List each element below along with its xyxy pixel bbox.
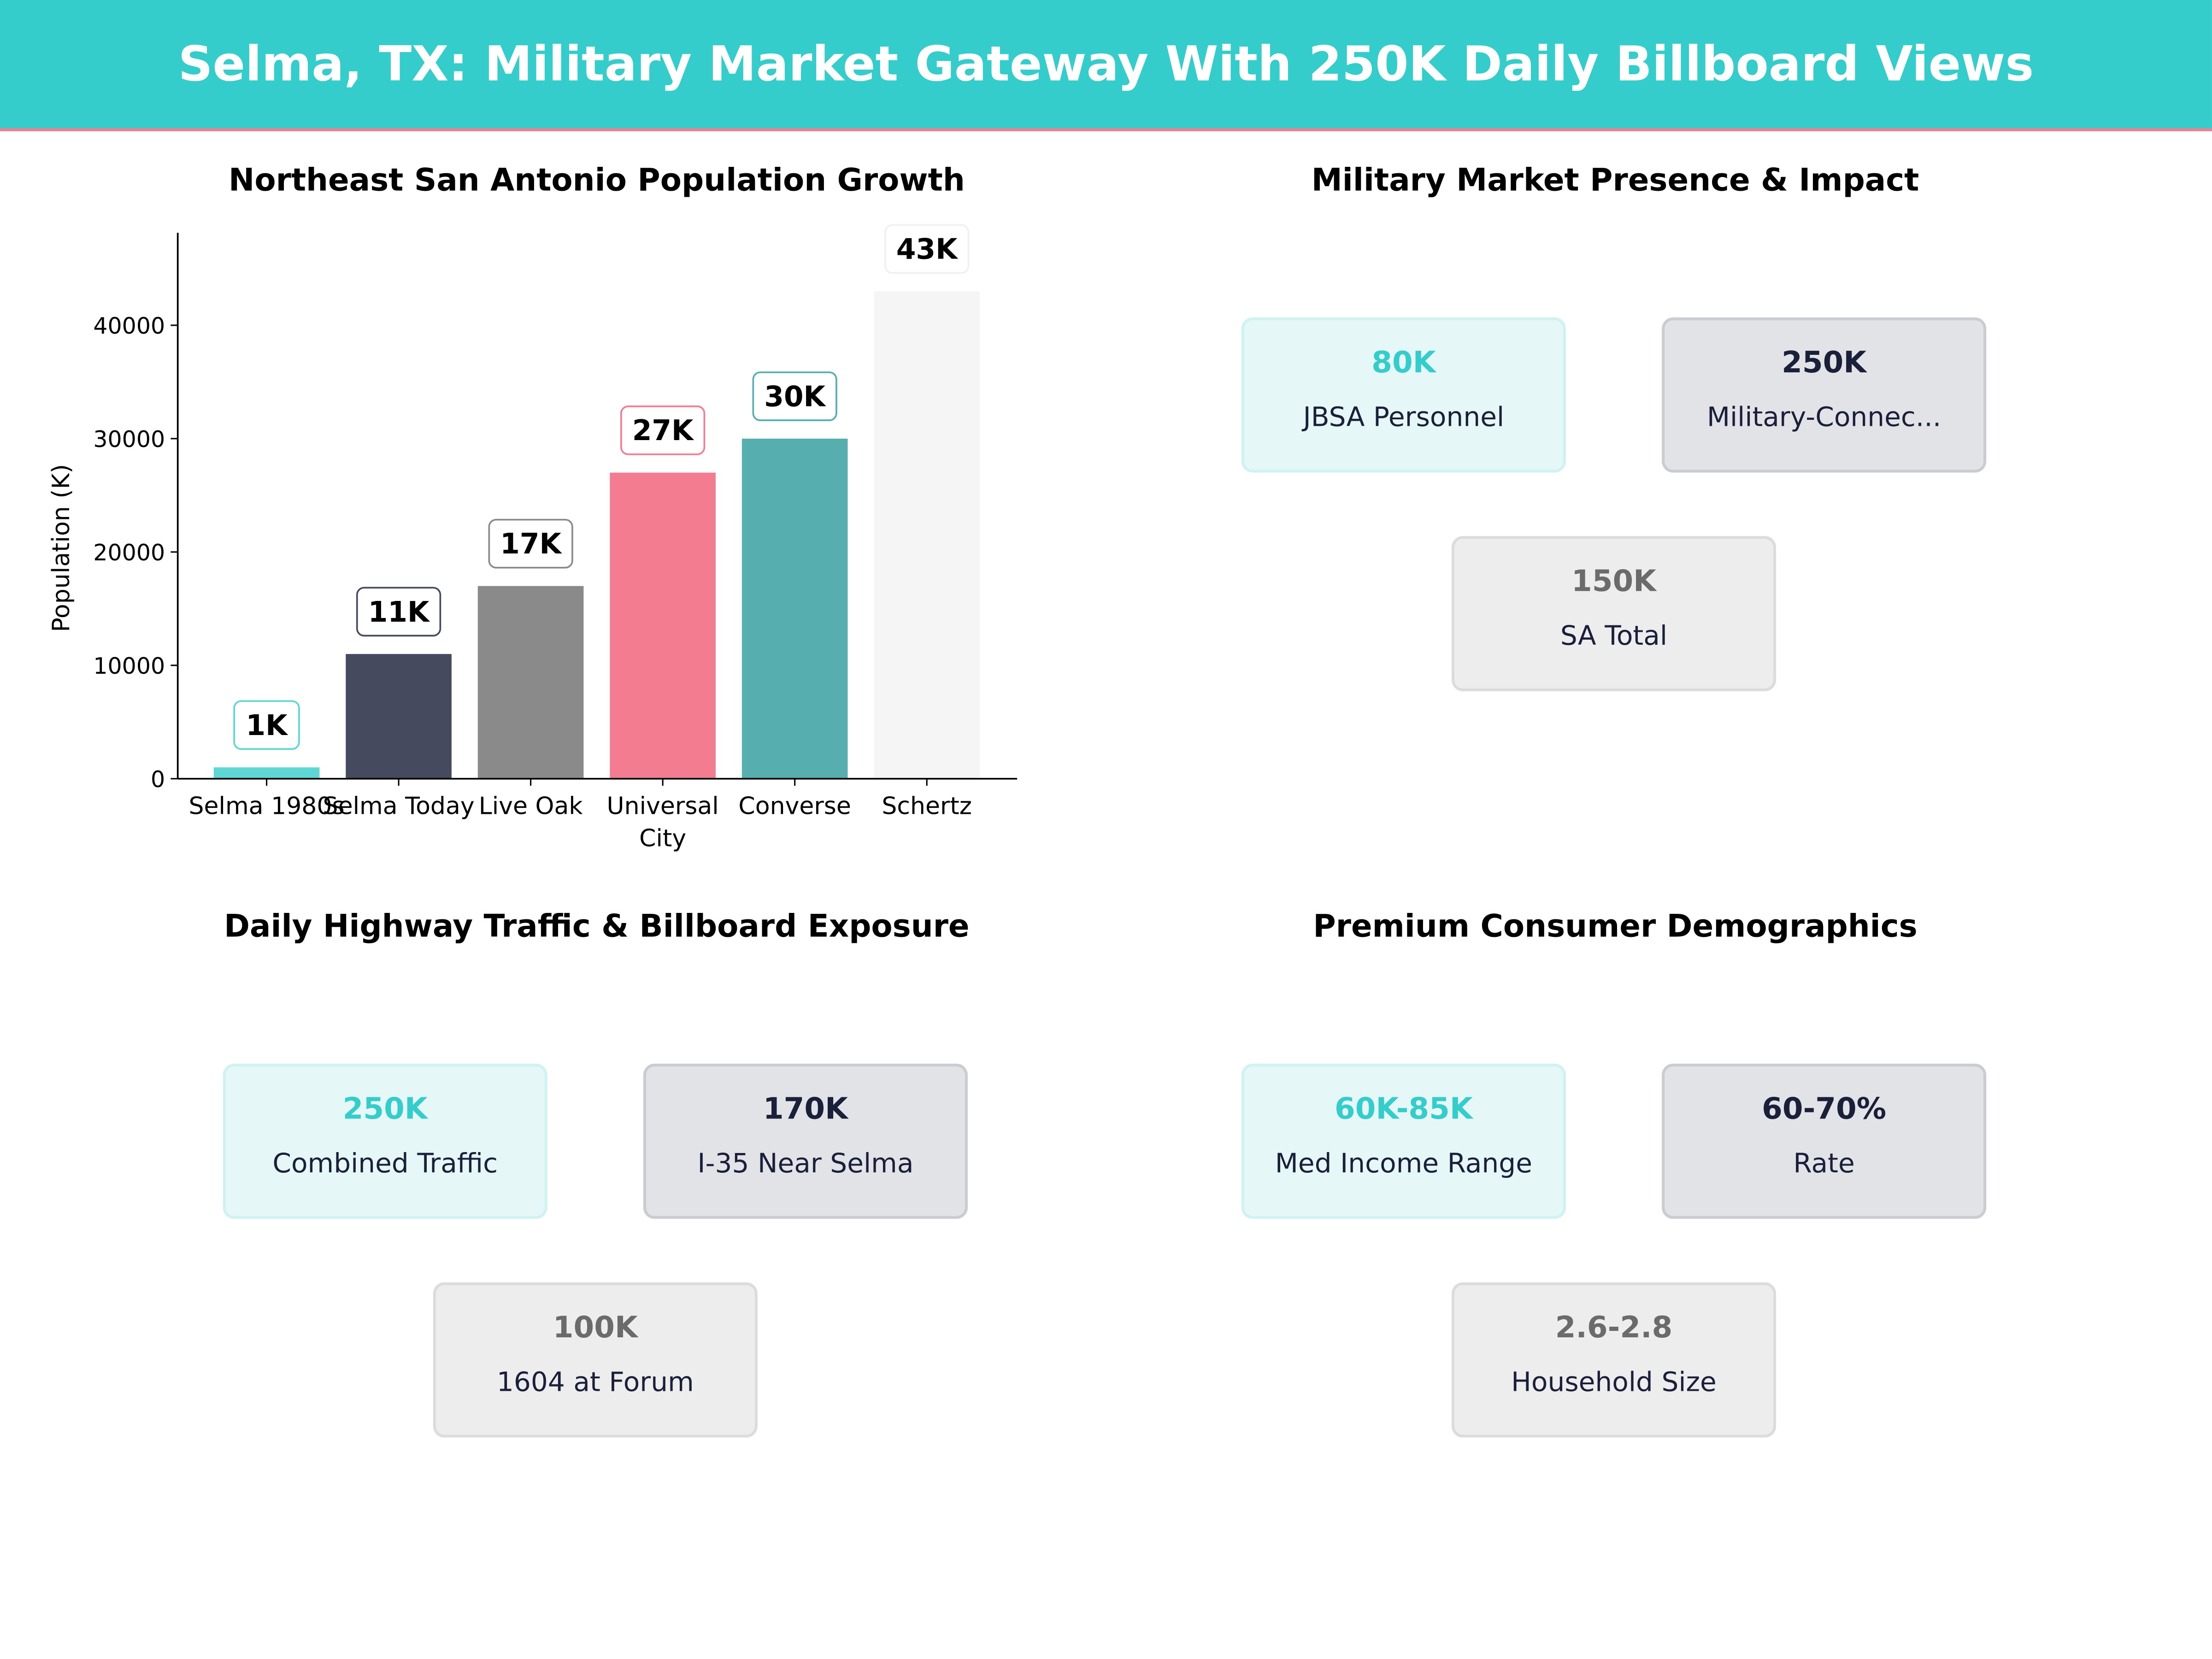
stat-card-i35: 170K I-35 Near Selma [643, 1064, 968, 1219]
y-tick-label: 0 [151, 766, 165, 793]
x-tick-label: Selma 1980s [188, 792, 344, 820]
bar [874, 291, 980, 779]
stat-value: 170K [763, 1092, 848, 1126]
x-tick-label: City [639, 825, 686, 853]
stat-value: 80K [1371, 345, 1436, 380]
stat-label: SA Total [1560, 620, 1668, 652]
stat-label: Household Size [1511, 1367, 1717, 1398]
x-tick-label: Selma Today [323, 792, 475, 820]
panel-title-traffic: Daily Highway Traffic & Billboard Exposu… [224, 910, 970, 946]
stat-label: JBSA Personnel [1303, 402, 1505, 433]
stat-card-sa-total: 150K SA Total [1451, 536, 1777, 691]
panel-title-military: Military Market Presence & Impact [1311, 164, 1919, 199]
stat-card-income: 60K-85K Med Income Range [1241, 1064, 1566, 1219]
data-label: 27K [632, 414, 694, 447]
bar [346, 654, 452, 779]
data-label-box [620, 405, 706, 455]
stat-value: 250K [342, 1092, 428, 1126]
data-label-box [488, 518, 573, 569]
stat-value: 2.6-2.8 [1555, 1310, 1673, 1345]
stat-value: 150K [1571, 564, 1656, 598]
data-label: 11K [368, 596, 430, 629]
stat-label: Rate [1793, 1148, 1855, 1180]
data-label-box [884, 224, 970, 274]
x-tick-label: Schertz [882, 792, 972, 820]
stat-label: 1604 at Forum [496, 1367, 694, 1398]
stat-card-jbsa-personnel: 80K JBSA Personnel [1241, 317, 1566, 473]
stat-card-military-connected: 250K Military-Connec... [1662, 317, 1987, 473]
stat-value: 250K [1782, 345, 1867, 380]
data-label-box [752, 371, 837, 421]
panel-title-demographics: Premium Consumer Demographics [1313, 910, 1918, 946]
x-tick-label: Live Oak [479, 792, 583, 820]
data-label-box [356, 587, 441, 637]
bar [741, 438, 848, 779]
y-tick-label: 30000 [93, 426, 165, 453]
data-label: 30K [764, 380, 826, 413]
chart-title: Northeast San Antonio Population Growth [228, 164, 965, 199]
stat-label: I-35 Near Selma [697, 1148, 914, 1180]
bar [610, 472, 716, 779]
y-tick-label: 10000 [93, 653, 165, 679]
y-tick-label: 20000 [93, 540, 165, 566]
stat-label: Military-Connec... [1706, 402, 1941, 433]
x-tick-label: Universal [607, 792, 719, 820]
data-label: 17K [500, 528, 562, 560]
population-bar-chart: 1K Selma 1980s 11K Selma Today 17K Live Oak 27… [47, 224, 1018, 853]
stat-card-rate: 60-70% Rate [1662, 1064, 1987, 1219]
x-tick-label: Converse [738, 792, 851, 820]
data-label-box [233, 700, 300, 750]
page-title: Selma, TX: Military Market Gateway With … [178, 36, 2034, 93]
y-tick-label: 40000 [93, 313, 165, 339]
bar [477, 586, 584, 779]
bar [213, 767, 320, 779]
stat-value: 60-70% [1762, 1092, 1887, 1126]
stat-card-household: 2.6-2.8 Household Size [1451, 1282, 1777, 1438]
header-banner: Selma, TX: Military Market Gateway With … [0, 0, 2212, 131]
data-label: 43K [896, 233, 959, 266]
stat-label: Med Income Range [1275, 1148, 1532, 1180]
stat-value: 100K [553, 1310, 638, 1345]
y-axis-label: Population (K) [47, 464, 75, 632]
stat-value: 60K-85K [1335, 1092, 1473, 1126]
stat-card-1604: 100K 1604 at Forum [433, 1282, 758, 1438]
stat-label: Combined Traffic [272, 1148, 498, 1180]
data-label: 1K [246, 709, 289, 742]
stat-card-combined-traffic: 250K Combined Traffic [223, 1064, 547, 1219]
